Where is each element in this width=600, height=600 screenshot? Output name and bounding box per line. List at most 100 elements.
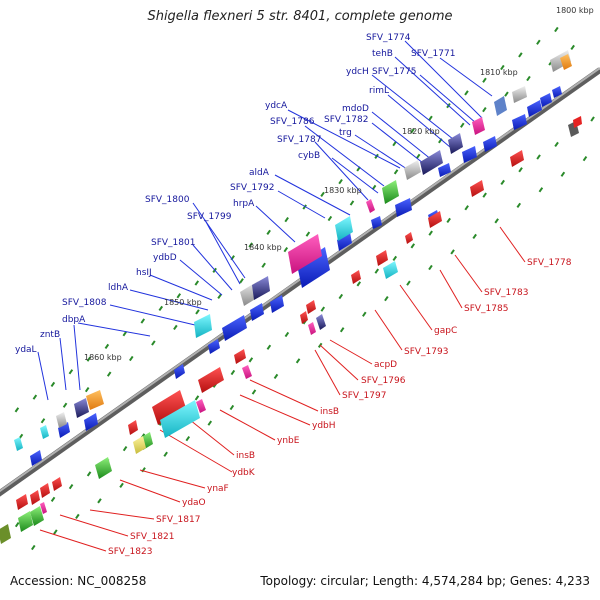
gene-label[interactable]: ydbK	[232, 468, 256, 478]
gene-label[interactable]: SFV_1792	[230, 183, 274, 193]
track-dot	[239, 278, 244, 284]
gene-box-magenta	[40, 502, 47, 514]
gene-label[interactable]: insB	[320, 407, 339, 417]
track-dot	[590, 116, 595, 122]
gene-arrow-forward	[395, 198, 412, 217]
gene-label[interactable]: ydbH	[312, 421, 336, 431]
gene-label[interactable]: SFV_1783	[484, 288, 528, 298]
gene-label[interactable]: dbpA	[62, 315, 86, 325]
track-dot	[526, 75, 531, 82]
track-dot	[261, 262, 266, 268]
gene-label[interactable]: acpD	[374, 360, 397, 370]
gene-label[interactable]: hrpA	[233, 199, 255, 209]
gene-label[interactable]: SFV_1808	[62, 298, 107, 308]
track-dot	[554, 26, 559, 33]
gene-arrow-forward	[540, 93, 552, 107]
track-dot	[500, 64, 505, 71]
track-dot	[538, 187, 544, 193]
gene-label[interactable]: insB	[236, 451, 255, 461]
gene-arrow-forward	[552, 86, 562, 98]
gene-label[interactable]: SFV_1817	[156, 515, 200, 525]
gene-arrow-reverse	[16, 494, 28, 510]
gene-arrow-forward	[174, 364, 185, 379]
gene-box-cyan	[14, 437, 23, 451]
gene-labels-top: SFV_1774 tehB SFV_1771 ydcH SFV_1775 rim…	[15, 33, 455, 355]
gene-label[interactable]: cybB	[298, 151, 320, 161]
gene-label[interactable]: ydaO	[182, 498, 206, 508]
track-dot	[86, 471, 92, 477]
track-dot	[482, 107, 487, 113]
gene-label[interactable]: ynaF	[207, 484, 229, 494]
gene-label[interactable]: tehB	[372, 49, 393, 59]
gene-label[interactable]: SFV_1787	[277, 135, 321, 145]
track-dot	[266, 229, 271, 235]
track-dot	[305, 231, 311, 237]
track-dot	[295, 358, 301, 364]
gene-label[interactable]: SFV_1797	[342, 391, 386, 401]
label-leader-lines	[37, 40, 526, 552]
gene-box-magenta	[472, 117, 485, 135]
track-dot	[68, 484, 74, 490]
track-dot	[338, 293, 344, 300]
gene-box-navy	[420, 150, 443, 175]
kbp-tick-label: 1860 kbp	[84, 353, 122, 362]
gene-label[interactable]: SFV_1786	[270, 117, 315, 127]
track-dot	[428, 115, 433, 121]
gene-labels-bottom: SFV_1778 SFV_1783 SFV_1785 gapC SFV_1793…	[108, 258, 572, 557]
gene-arrow-reverse	[306, 300, 316, 314]
gene-label[interactable]: mdoD	[342, 104, 369, 114]
gene-label[interactable]: SFV_1796	[361, 376, 406, 386]
gene-box-gray	[56, 412, 67, 428]
gene-arrow-forward	[337, 232, 352, 251]
gene-label[interactable]: ydaL	[15, 345, 37, 355]
gene-label[interactable]: ydcH	[346, 67, 369, 77]
track-dot	[320, 306, 326, 312]
gene-label[interactable]: SFV_1774	[366, 33, 411, 43]
track-dot	[75, 513, 80, 520]
gene-label[interactable]: ynbE	[277, 436, 300, 446]
gene-label[interactable]: gapC	[434, 326, 457, 336]
gene-box-gray	[404, 160, 421, 180]
track-dot	[248, 242, 253, 248]
gene-label[interactable]: ydbD	[153, 253, 177, 263]
gene-label[interactable]: ldhA	[108, 283, 129, 293]
gene-label[interactable]: SFV_1778	[527, 258, 572, 268]
track-dot	[320, 191, 325, 197]
gene-label[interactable]: trg	[339, 128, 352, 138]
track-dot	[40, 418, 46, 424]
gene-label[interactable]: SFV_1775	[372, 67, 416, 77]
gene-box-forward	[222, 315, 247, 341]
track-dot	[97, 498, 102, 504]
gene-label[interactable]: SFV_1771	[411, 49, 455, 59]
gene-label[interactable]: hsIJ	[136, 268, 152, 278]
track-dot	[50, 496, 56, 502]
track-dot	[504, 91, 509, 97]
gene-box-navy	[316, 314, 326, 330]
gene-label[interactable]: SFV_1800	[145, 195, 190, 205]
gene-label[interactable]: SFV_1801	[151, 238, 195, 248]
gene-label[interactable]: SFV_1793	[404, 347, 448, 357]
track-dot	[518, 52, 523, 58]
gene-label[interactable]: SFV_1785	[464, 304, 508, 314]
gene-label[interactable]: SFV_1782	[324, 115, 368, 125]
gene-label[interactable]: SFV_1823	[108, 547, 152, 557]
gene-box-green	[382, 180, 399, 204]
gene-label[interactable]: SFV_1799	[187, 212, 232, 222]
gene-label[interactable]: aldA	[249, 168, 270, 178]
gene-box-gray	[512, 86, 527, 103]
gene-label[interactable]: SFV_1821	[130, 532, 174, 542]
gene-label[interactable]: ydcA	[265, 101, 288, 111]
track-dot	[464, 205, 469, 211]
track-dot	[176, 293, 182, 299]
track-dot	[415, 153, 421, 159]
gene-box-steel	[494, 96, 507, 116]
track-dot	[32, 394, 38, 400]
track-dot	[554, 141, 559, 148]
track-dot	[194, 395, 200, 401]
gene-label[interactable]: zntB	[40, 330, 60, 340]
track-dot	[406, 280, 411, 286]
gene-label[interactable]: rimL	[369, 86, 389, 96]
gene-arrow-reverse	[351, 270, 361, 284]
track-dot	[248, 357, 254, 363]
gene-box-multi	[194, 314, 212, 338]
